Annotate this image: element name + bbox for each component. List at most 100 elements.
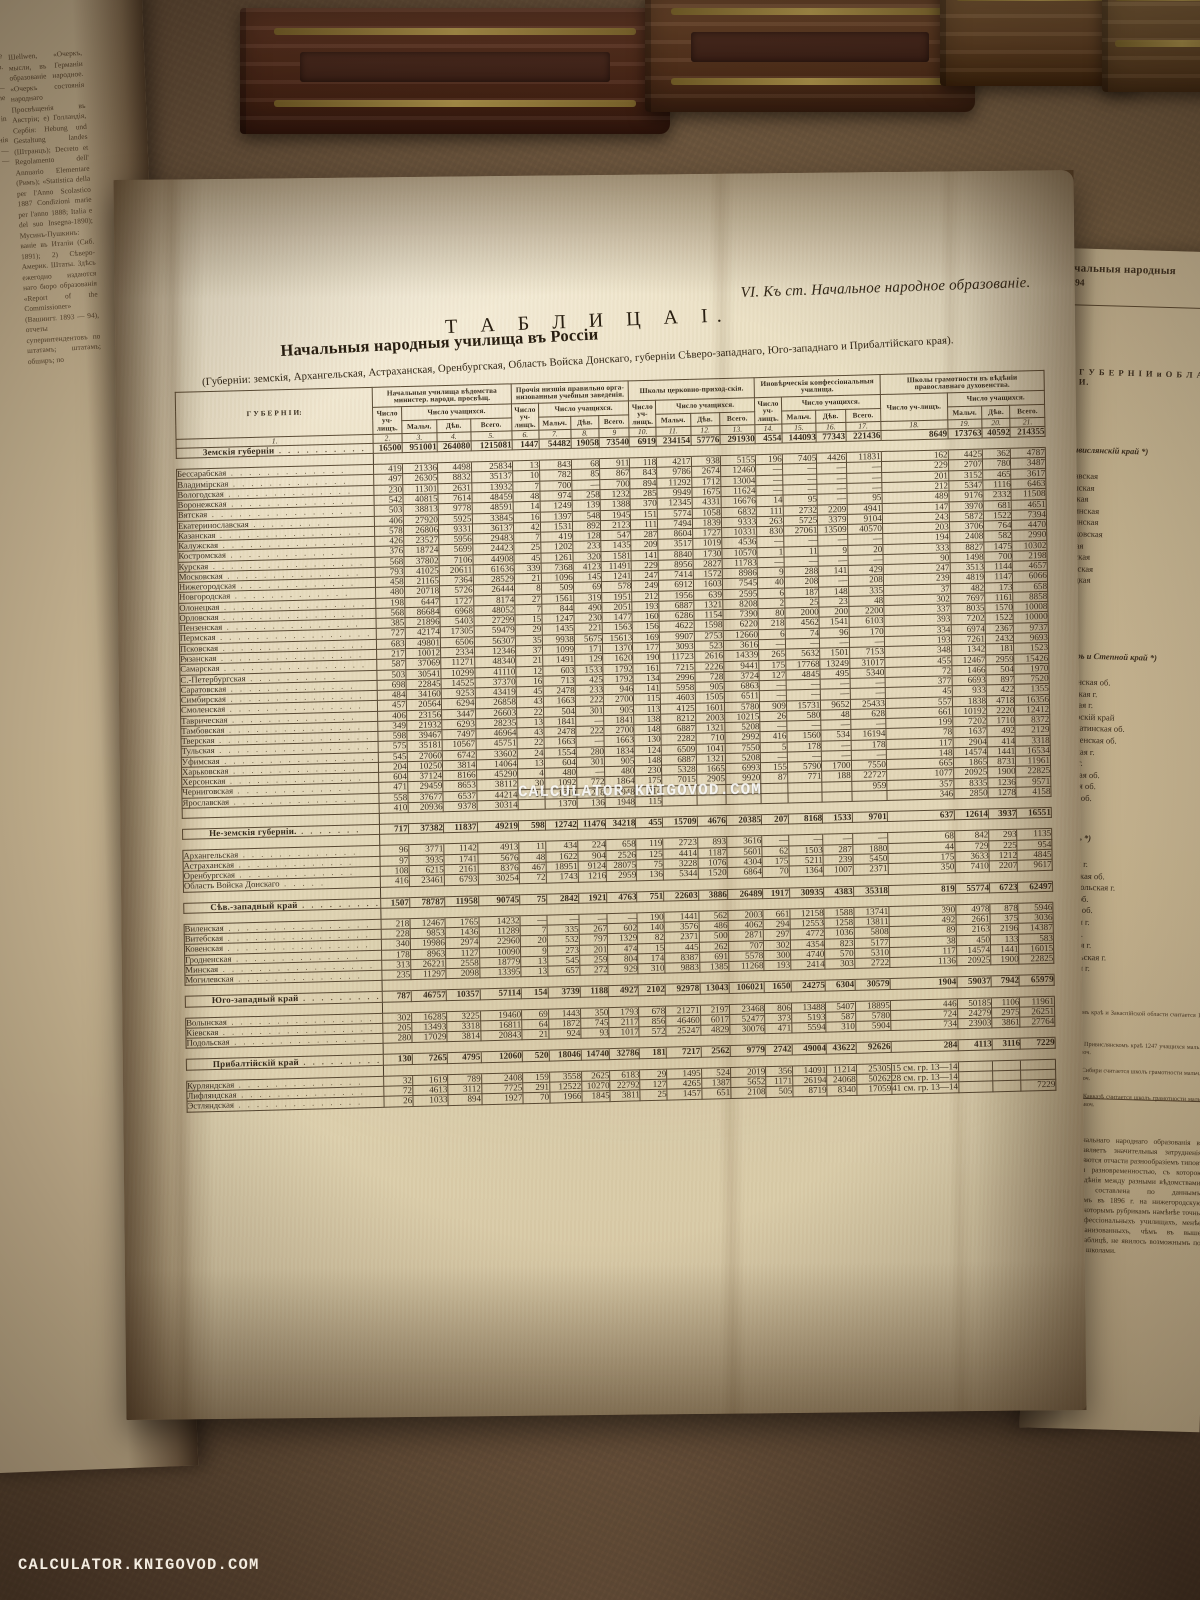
data-cell: 1917 — [762, 887, 790, 899]
data-cell: 587 — [376, 658, 406, 670]
data-cell: 787 — [382, 991, 412, 1002]
data-cell: 11837 — [443, 822, 478, 834]
data-cell: 310 — [638, 963, 666, 975]
data-cell: 6864 — [726, 866, 763, 879]
data-cell: 78787 — [409, 896, 445, 908]
data-cell: 1743 — [545, 871, 579, 883]
data-cell: 92626 — [855, 1041, 892, 1054]
watermark-center: CALCULATOR.KNIGOVOD.COM — [517, 780, 762, 802]
data-cell: 2842 — [546, 892, 579, 904]
data-cell: 30254 — [477, 873, 520, 885]
sheet-right-shadow — [953, 170, 1087, 1412]
sex-header: Мальч. — [781, 409, 817, 425]
data-cell: 30076 — [729, 1023, 766, 1035]
data-cell: 265 — [758, 649, 786, 661]
data-cell: 49219 — [476, 821, 519, 833]
data-cell: 77343 — [816, 431, 846, 443]
data-cell: 25 — [640, 1089, 668, 1101]
data-cell: 1385 — [699, 961, 729, 973]
count-header: Число уч-лищъ. — [628, 400, 657, 429]
data-cell: 139 — [572, 499, 601, 511]
data-cell: 272 — [579, 964, 609, 976]
data-cell: 9779 — [729, 1045, 766, 1057]
data-cell: 32786 — [609, 1048, 640, 1060]
sheet-bottom-shadow — [124, 1259, 1087, 1420]
data-cell: 43622 — [826, 1042, 856, 1054]
leader-dots: . . . . . — [279, 878, 326, 889]
data-cell: 8340 — [827, 1084, 857, 1096]
data-cell: 54482 — [538, 438, 572, 450]
data-cell: 1845 — [581, 1090, 611, 1102]
data-cell: 20936 — [407, 801, 444, 813]
book-spine — [645, 0, 975, 112]
data-cell: 20385 — [726, 814, 762, 827]
data-cell: 280 — [383, 1032, 412, 1044]
book-stack — [240, 0, 1200, 157]
data-cell: 1966 — [549, 1091, 582, 1103]
data-cell: 505 — [765, 1086, 793, 1098]
data-cell: 144093 — [781, 432, 817, 444]
data-cell: 17029 — [411, 1031, 448, 1044]
data-cell: 410 — [379, 802, 408, 814]
data-cell: 751 — [636, 890, 664, 902]
data-cell: 303 — [825, 958, 855, 970]
data-cell: 5594 — [791, 1022, 827, 1034]
data-cell: 1501 — [819, 647, 850, 659]
data-cell: 221436 — [845, 430, 881, 442]
data-cell: 235 — [382, 969, 411, 981]
data-cell: 90745 — [478, 894, 520, 906]
spacer-cell — [546, 881, 579, 894]
data-cell: 13395 — [479, 966, 521, 979]
data-cell: 598 — [518, 820, 546, 832]
data-cell: 72 — [519, 872, 547, 884]
data-cell: 7265 — [411, 1053, 448, 1065]
data-cell: 4829 — [700, 1024, 730, 1036]
data-cell: 14740 — [581, 1049, 610, 1061]
book-spine — [1102, 0, 1200, 92]
data-cell: 234154 — [656, 435, 691, 447]
data-cell: 92978 — [665, 983, 700, 995]
data-cell: 30579 — [854, 978, 891, 991]
province-label: Прибалтійскій край — [212, 1056, 299, 1069]
data-cell: 2742 — [765, 1044, 793, 1056]
data-cell: 30935 — [789, 886, 824, 898]
province-label: Не-земскія губерніи. — [208, 826, 297, 839]
sheet-gutter-shadow — [113, 179, 217, 1420]
data-cell: 6304 — [825, 979, 855, 991]
data-cell: 75 — [519, 893, 547, 905]
data-cell: 455 — [635, 817, 663, 829]
data-cell: 30314 — [476, 799, 519, 812]
data-cell: 12060 — [480, 1051, 523, 1063]
data-cell: 21 — [515, 655, 543, 667]
leader-dots: . . . . . . . . . — [298, 992, 382, 1004]
data-cell: 23461 — [408, 875, 445, 887]
count-header: Число уч-лищъ. — [880, 392, 948, 422]
data-cell: 1215081 — [470, 439, 513, 452]
spacer-cell — [519, 882, 547, 895]
data-cell: 106021 — [728, 982, 765, 994]
data-cell: 1520 — [697, 867, 728, 879]
data-cell: 188 — [821, 770, 852, 782]
sex-header: Мальч. — [538, 415, 571, 431]
data-cell: 657 — [547, 965, 580, 977]
data-cell: 37382 — [408, 822, 444, 835]
data-cell — [760, 782, 788, 794]
data-cell: 6793 — [444, 874, 479, 886]
data-cell: 370 — [630, 498, 658, 510]
data-cell: 572 — [639, 1026, 667, 1038]
spacer-cell — [578, 881, 607, 893]
data-table: Г У Б Е Р Н І И: Начальныя училища вѣдом… — [175, 370, 1057, 1112]
sex-header: Всего. — [719, 411, 755, 426]
data-cell: 4676 — [696, 815, 727, 827]
data-cell: 8168 — [788, 813, 823, 825]
data-cell: 35318 — [853, 885, 889, 897]
data-cell: 19058 — [570, 437, 600, 449]
data-cell: 11297 — [410, 968, 447, 980]
data-cell: 34218 — [605, 818, 636, 830]
data-cell: 3814 — [446, 1031, 481, 1043]
table-body: Земскія губерніи . . . . . . . . . . 165… — [176, 426, 1056, 1112]
data-cell: 4554 — [755, 432, 783, 444]
province-label: Юго-западный край — [211, 993, 299, 1006]
data-cell — [761, 792, 788, 804]
